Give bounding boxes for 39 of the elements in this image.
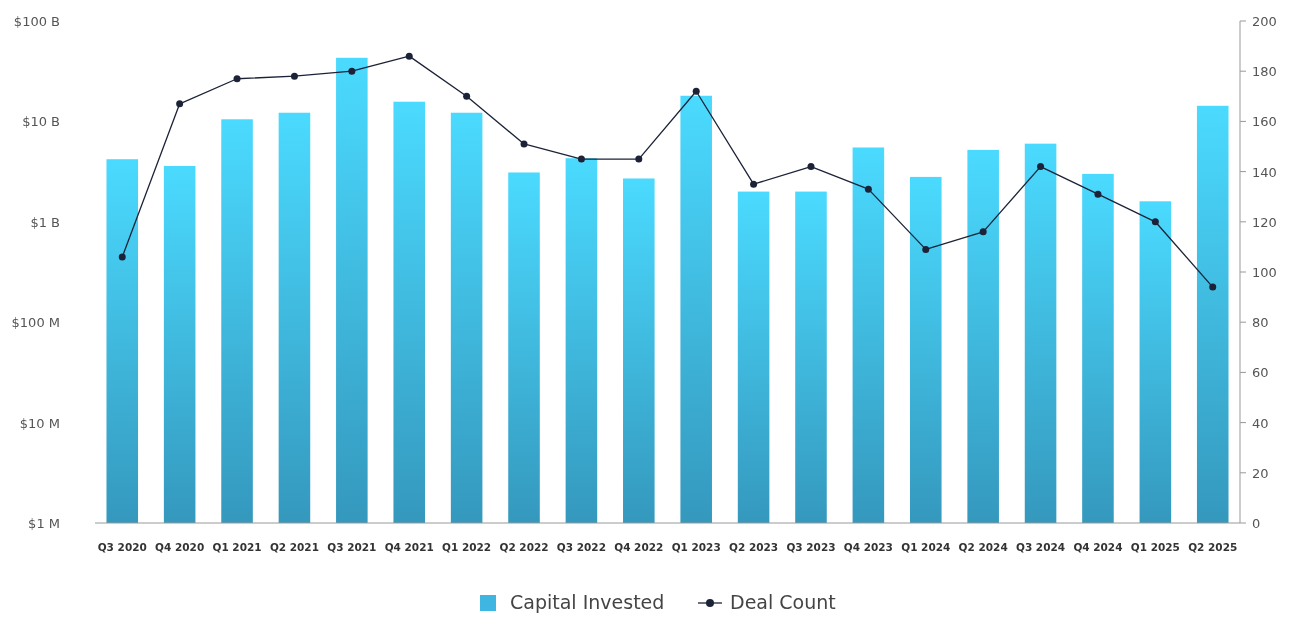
x-tick-label: Q4 2022 <box>614 541 664 553</box>
legend-label: Capital Invested <box>510 591 665 613</box>
y-tick-label: $100 M <box>11 315 60 331</box>
x-tick-label: Q1 2023 <box>671 541 721 553</box>
y2-tick-label: 180 <box>1252 64 1277 80</box>
x-tick-label: Q1 2024 <box>901 541 951 553</box>
y-tick-label: $100 B <box>13 14 60 29</box>
y2-tick-label: 120 <box>1252 214 1277 230</box>
x-tick-label: Q2 2023 <box>729 541 779 553</box>
legend-label: Deal Count <box>730 591 836 613</box>
x-tick-label: Q4 2024 <box>1073 541 1123 553</box>
x-tick-label: Q3 2020 <box>97 541 147 553</box>
y2-tick-label: 0 <box>1252 516 1261 531</box>
x-tick-label: Q3 2024 <box>1016 541 1066 553</box>
x-tick-label: Q3 2023 <box>786 541 836 553</box>
y2-tick-label: 200 <box>1252 14 1277 29</box>
x-tick-label: Q1 2021 <box>212 541 262 553</box>
x-tick-label: Q1 2022 <box>442 541 492 553</box>
y-tick-label: $1 M <box>28 516 60 531</box>
y2-tick-label: 160 <box>1252 114 1277 130</box>
y2-tick-label: 40 <box>1252 415 1269 431</box>
x-tick-label: Q2 2022 <box>499 541 549 553</box>
x-tick-label: Q4 2023 <box>843 541 893 553</box>
y-tick-label: $1 B <box>30 214 60 230</box>
y2-tick-label: 20 <box>1252 465 1269 481</box>
y2-tick-label: 80 <box>1252 315 1269 331</box>
y2-tick-label: 140 <box>1252 164 1277 180</box>
y2-tick-label: 60 <box>1252 365 1269 381</box>
x-tick-label: Q3 2022 <box>556 541 606 553</box>
x-tick-label: Q4 2021 <box>384 541 434 553</box>
x-tick-label: Q1 2025 <box>1130 541 1180 553</box>
x-tick-label: Q4 2020 <box>155 541 205 553</box>
x-tick-label: Q3 2021 <box>327 541 377 553</box>
y-tick-label: $10 B <box>22 114 60 130</box>
x-tick-label: Q2 2025 <box>1188 541 1238 553</box>
y-tick-label: $10 M <box>19 415 60 431</box>
x-tick-label: Q2 2021 <box>269 541 319 553</box>
x-tick-label: Q2 2024 <box>958 541 1008 553</box>
y2-tick-label: 100 <box>1252 265 1277 280</box>
